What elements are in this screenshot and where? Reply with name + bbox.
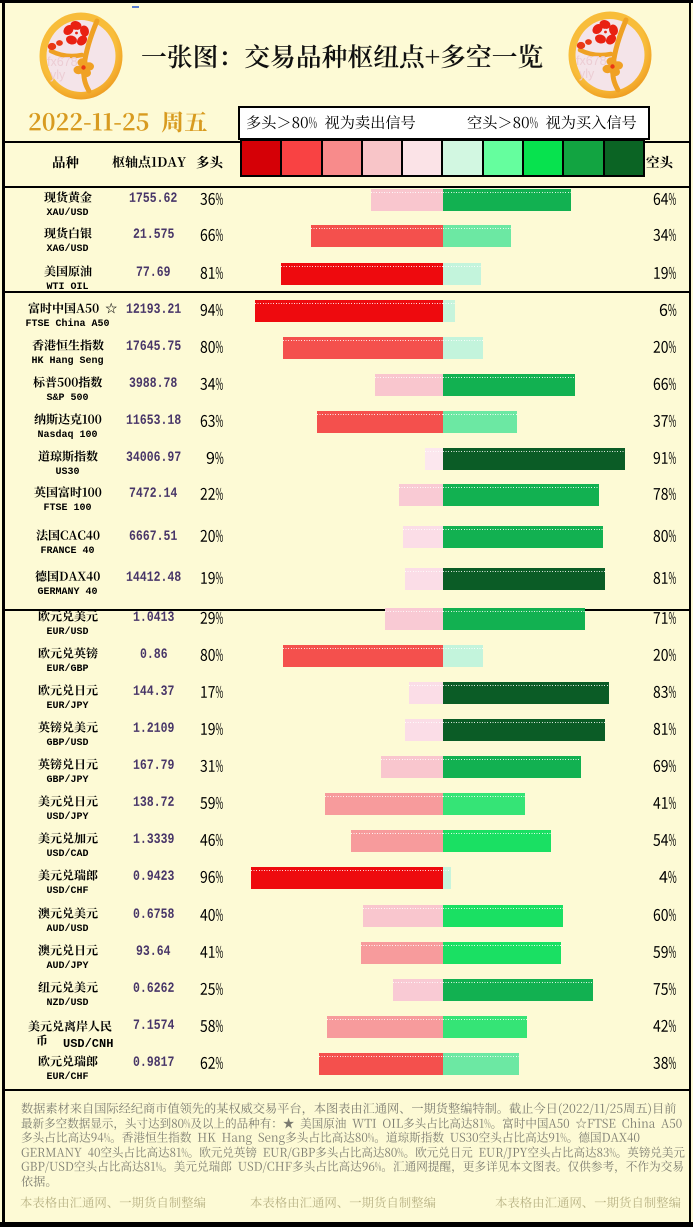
svg-text:fx678: fx678 [576,54,607,68]
svg-text:yly: yly [579,67,595,81]
svg-text:yly: yly [50,68,66,82]
svg-text:fx678: fx678 [47,55,78,69]
